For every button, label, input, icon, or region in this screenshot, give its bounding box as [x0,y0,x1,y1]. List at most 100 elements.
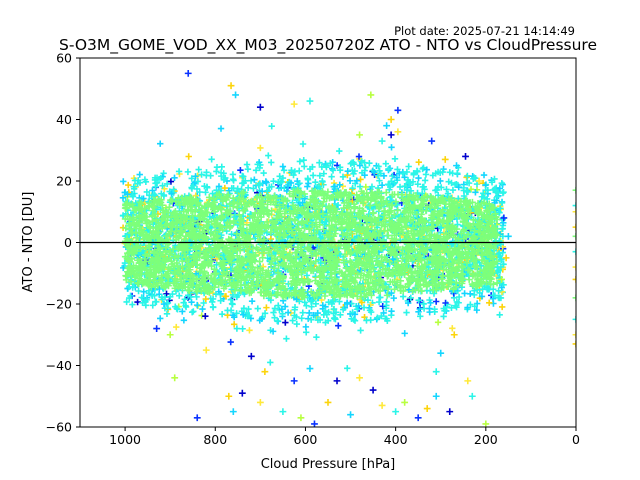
scatter-point [498,284,505,291]
scatter-point [167,178,175,185]
scatter-point [202,189,209,196]
scatter-point [401,174,408,181]
scatter-point [490,186,497,194]
scatter-point [260,169,267,177]
scatter-point [221,184,229,192]
scatter-point [455,293,463,301]
scatter-point [432,298,440,305]
scatter-point [207,172,214,179]
scatter-point [160,192,168,200]
scatter-point [337,311,344,318]
scatter-point [271,305,279,312]
scatter-point [136,171,143,178]
scatter-point [134,180,141,187]
scatter-point [355,153,363,160]
scatter-point [215,183,223,190]
scatter-point [282,319,289,326]
scatter-point [188,175,195,182]
scatter-point [382,160,390,167]
scatter-point [121,189,128,196]
scatter-point [188,298,195,306]
scatter-point [287,179,295,187]
scatter-point [304,175,311,182]
scatter-point [354,306,361,313]
scatter-point [454,221,461,228]
scatter-point [440,313,447,320]
scatter-point [288,167,295,174]
scatter-point [310,311,317,319]
scatter-point [480,171,488,179]
scatter-point [129,301,136,308]
scatter-point [202,295,209,303]
data-points-layer [119,69,576,427]
scatter-point [319,302,326,309]
scatter-point [141,176,149,183]
scatter-point [291,304,299,311]
scatter-point [361,171,368,179]
scatter-point [268,123,275,130]
scatter-point [325,308,332,316]
scatter-point [268,183,275,190]
scatter-point [308,303,315,310]
scatter-point [227,296,235,303]
scatter-point [125,181,132,189]
scatter-point [280,167,288,174]
scatter-point [343,300,351,308]
scatter-point [346,177,354,184]
scatter-point [383,315,390,322]
scatter-point [376,177,383,184]
scatter-point [339,306,347,313]
scatter-point [149,292,156,299]
scatter-point [332,309,340,316]
scatter-point [498,256,505,264]
scatter-point [449,325,456,332]
scatter-point [351,167,358,175]
scatter-point [246,312,253,319]
scatter-point [246,327,253,334]
scatter-point [194,301,201,309]
scatter-point [138,294,145,301]
scatter-point [279,163,287,170]
scatter-point [289,317,296,324]
scatter-point [130,185,138,193]
scatter-point [413,167,421,175]
scatter-point [496,209,503,216]
scatter-point [200,299,207,307]
scatter-point [404,176,412,184]
scatter-point [258,188,266,195]
scatter-point [405,286,413,293]
scatter-point [271,314,278,321]
scatter-point [257,144,264,152]
scatter-point [317,259,324,267]
scatter-point [213,163,221,171]
scatter-point [434,319,442,326]
scatter-point [244,184,252,192]
scatter-point [291,168,299,175]
scatter-point [429,172,437,179]
scatter-point [180,317,188,324]
scatter-point [327,160,334,167]
scatter-point [140,195,147,202]
scatter-point [176,292,183,299]
scatter-point [218,311,226,318]
scatter-point [233,293,241,301]
scatter-point [396,183,404,191]
scatter-point [403,186,411,194]
scatter-point [126,294,133,302]
scatter-point [240,305,248,312]
scatter-point [361,313,368,321]
scatter-point [399,170,407,177]
scatter-point [160,170,167,177]
scatter-point [498,180,506,187]
scatter-point [254,305,261,312]
scatter-point [439,168,446,176]
scatter-point [306,309,313,317]
scatter-point [322,307,329,315]
scatter-point [153,298,160,306]
scatter-point [358,158,365,165]
scatter-point [243,219,251,226]
scatter-point [454,170,461,177]
chart-title: S-O3M_GOME_VOD_XX_M03_20250720Z ATO - NT… [59,36,597,55]
scatter-point [302,329,310,336]
